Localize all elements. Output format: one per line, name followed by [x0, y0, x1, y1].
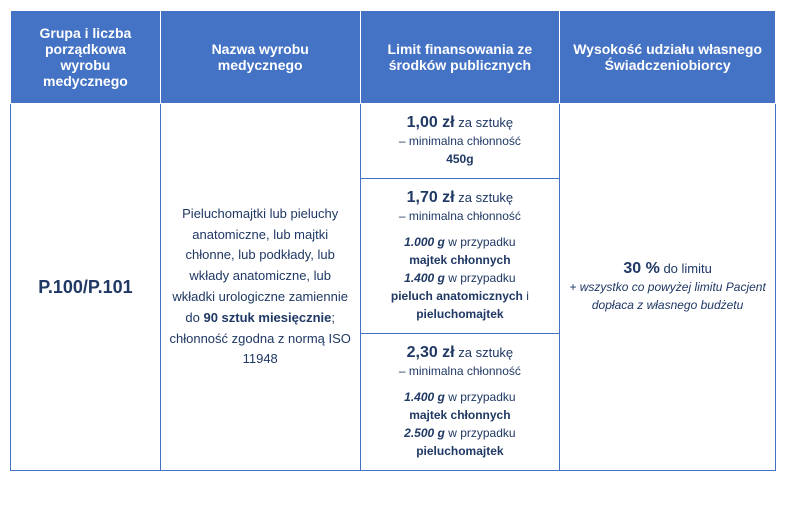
per-3: za sztukę	[455, 345, 514, 360]
spacer-2	[369, 225, 552, 233]
g1-3: 1.400 g	[404, 390, 445, 404]
b2a-2: pieluch anatomicznych	[391, 289, 523, 303]
code-cell: P.100/P.101	[11, 104, 161, 471]
limit-cell-1: 1,00 zł za sztukę – minimalna chłonność …	[360, 104, 560, 179]
per-2: za sztukę	[455, 190, 514, 205]
price-2: 1,70 zł	[407, 189, 455, 206]
g2-3: 2.500 g	[404, 426, 445, 440]
sub1-3: – minimalna chłonność	[369, 362, 552, 380]
header-col1: Grupa i liczba porządkowa wyrobu medyczn…	[11, 11, 161, 104]
share-cell: 30 % do limitu + wszystko co powyżej lim…	[560, 104, 776, 471]
price-1: 1,00 zł	[407, 114, 455, 131]
share-suffix: do limitu	[660, 261, 712, 276]
b2b-2: pieluchomajtek	[416, 307, 503, 321]
b2sep-2: i	[523, 289, 529, 303]
limit-cell-2: 1,70 zł za sztukę – minimalna chłonność …	[360, 179, 560, 334]
sub1-1: – minimalna chłonność	[369, 132, 552, 150]
limit-cell-3: 2,30 zł za sztukę – minimalna chłonność …	[360, 334, 560, 471]
share-note: + wszystko co powyżej limitu Pacjent dop…	[568, 278, 767, 314]
sub1-2: – minimalna chłonność	[369, 207, 552, 225]
t1-2: w przypadku	[445, 235, 516, 249]
desc-bold: 90 sztuk miesięcznie	[203, 310, 331, 325]
description-cell: Pieluchomajtki lub pieluchy anatomiczne,…	[160, 104, 360, 471]
data-row-1: P.100/P.101 Pieluchomajtki lub pieluchy …	[11, 104, 776, 179]
price-3: 2,30 zł	[407, 344, 455, 361]
share-percent: 30 %	[623, 260, 659, 277]
b1-2: majtek chłonnych	[369, 251, 552, 269]
financing-table: Grupa i liczba porządkowa wyrobu medyczn…	[10, 10, 776, 471]
header-col4: Wysokość udziału własnego Świadczeniobio…	[560, 11, 776, 104]
t2-3: w przypadku	[445, 426, 516, 440]
sub2-1: 450g	[369, 150, 552, 168]
header-col3: Limit finansowania ze środków publicznyc…	[360, 11, 560, 104]
desc-pre: Pieluchomajtki lub pieluchy anatomiczne,…	[172, 206, 348, 325]
t1-3: w przypadku	[445, 390, 516, 404]
header-col2: Nazwa wyrobu medycznego	[160, 11, 360, 104]
g2-2: 1.400 g	[404, 271, 445, 285]
per-1: za sztukę	[455, 115, 514, 130]
header-row: Grupa i liczba porządkowa wyrobu medyczn…	[11, 11, 776, 104]
t2-2: w przypadku	[445, 271, 516, 285]
g1-2: 1.000 g	[404, 235, 445, 249]
product-code: P.100/P.101	[38, 277, 132, 297]
b2-3: pieluchomajtek	[369, 442, 552, 460]
spacer-3	[369, 380, 552, 388]
b1-3: majtek chłonnych	[369, 406, 552, 424]
